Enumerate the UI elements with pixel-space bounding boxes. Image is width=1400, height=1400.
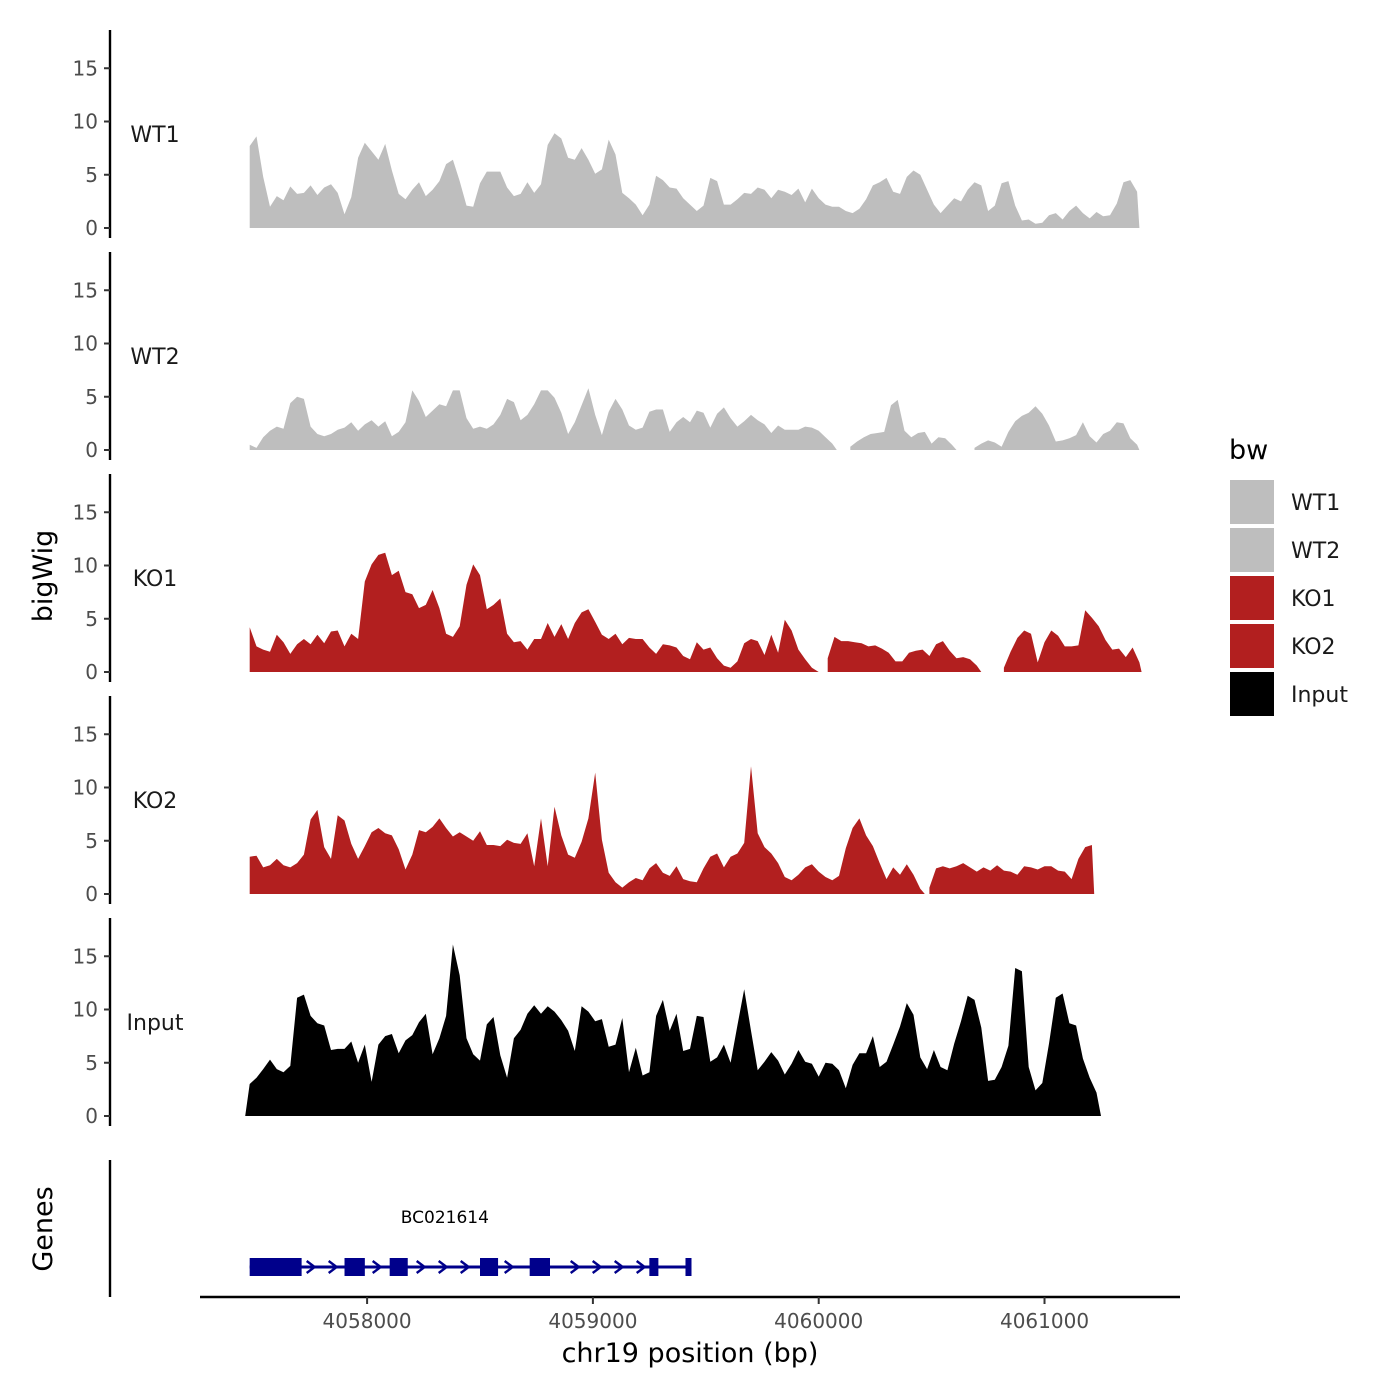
exon-block bbox=[249, 1258, 302, 1276]
y-tick-label: 0 bbox=[85, 882, 98, 906]
track-ko1: 0 5 10 15 KO1 bbox=[73, 474, 1142, 684]
y-tick-label: 0 bbox=[85, 216, 98, 240]
legend-swatch-wt2 bbox=[1230, 528, 1274, 572]
legend-swatch-ko2 bbox=[1230, 624, 1274, 668]
legend-label-wt1: WT1 bbox=[1291, 491, 1340, 516]
y-tick-label: 10 bbox=[73, 554, 98, 578]
y-tick-label: 5 bbox=[85, 1051, 98, 1075]
area-wt2 bbox=[249, 388, 1140, 450]
y-tick-label: 10 bbox=[73, 332, 98, 356]
exon-block bbox=[685, 1258, 690, 1276]
y-tick-label: 10 bbox=[73, 776, 98, 800]
legend-label-ko1: KO1 bbox=[1291, 587, 1336, 612]
track-label: KO2 bbox=[133, 789, 178, 814]
gene-name-label: BC021614 bbox=[401, 1208, 489, 1228]
legend-label-wt2: WT2 bbox=[1291, 539, 1340, 564]
x-tick-label: 4058000 bbox=[323, 1309, 412, 1333]
y-tick-label: 5 bbox=[85, 607, 98, 631]
y-tick-label: 0 bbox=[85, 438, 98, 462]
y-tick-label: 10 bbox=[73, 110, 98, 134]
legend: bw WT1 WT2 KO1 KO2 Input bbox=[1229, 435, 1348, 716]
y-tick-label: 5 bbox=[85, 829, 98, 853]
track-wt2: 0 5 10 15 WT2 bbox=[73, 252, 1140, 462]
strand-arrow bbox=[503, 1260, 515, 1274]
strand-arrow bbox=[613, 1260, 625, 1274]
strand-arrow bbox=[305, 1260, 317, 1274]
x-tick-label: 4059000 bbox=[548, 1309, 637, 1333]
strand-arrow bbox=[569, 1260, 581, 1274]
x-tick-label: 4060000 bbox=[774, 1309, 863, 1333]
y-tick-label: 0 bbox=[85, 1104, 98, 1128]
legend-swatch-ko1 bbox=[1230, 576, 1274, 620]
legend-swatch-wt1 bbox=[1230, 480, 1274, 524]
x-tick-label: 4061000 bbox=[1000, 1309, 1089, 1333]
track-label: Input bbox=[127, 1011, 184, 1036]
area-ko2 bbox=[249, 766, 1095, 894]
exon-block bbox=[480, 1258, 499, 1276]
y-tick-label: 5 bbox=[85, 385, 98, 409]
y-tick-label: 15 bbox=[73, 722, 98, 746]
legend-swatch-input bbox=[1230, 672, 1274, 716]
track-label: KO1 bbox=[133, 567, 178, 592]
x-axis-title: chr19 position (bp) bbox=[562, 1338, 819, 1369]
legend-label-ko2: KO2 bbox=[1291, 635, 1336, 660]
strand-arrow bbox=[459, 1260, 471, 1274]
y-tick-label: 15 bbox=[73, 500, 98, 524]
exon-block bbox=[529, 1258, 550, 1276]
area-ko1 bbox=[249, 552, 1142, 672]
strand-arrow bbox=[327, 1260, 339, 1274]
exon-block bbox=[344, 1258, 365, 1276]
area-input bbox=[245, 944, 1101, 1116]
gene-panel: BC021614 bbox=[108, 1160, 692, 1297]
y-tick-label: 0 bbox=[85, 660, 98, 684]
y-axis-title: bigWig bbox=[28, 530, 59, 623]
strand-arrow bbox=[415, 1260, 427, 1274]
genes-axis-title: Genes bbox=[28, 1186, 59, 1271]
legend-title: bw bbox=[1229, 435, 1268, 466]
track-wt1: 0 5 10 15 WT1 bbox=[73, 30, 1140, 240]
exon-block bbox=[389, 1258, 408, 1276]
strand-arrow bbox=[371, 1260, 383, 1274]
y-tick-label: 15 bbox=[73, 56, 98, 80]
legend-label-input: Input bbox=[1291, 683, 1348, 708]
track-ko2: 0 5 10 15 KO2 bbox=[73, 696, 1095, 906]
strand-arrow bbox=[437, 1260, 449, 1274]
y-tick-label: 15 bbox=[73, 278, 98, 302]
y-tick-label: 5 bbox=[85, 163, 98, 187]
area-wt1 bbox=[249, 133, 1140, 228]
strand-arrow bbox=[591, 1260, 603, 1274]
exon-block bbox=[649, 1258, 659, 1276]
y-tick-label: 10 bbox=[73, 998, 98, 1022]
track-input: 0 5 10 15 Input bbox=[73, 918, 1101, 1128]
track-panels: 0 5 10 15 WT1 0 5 10 15 WT2 0 5 10 15 KO1 0 5 10 15 KO2 0 5 10… bbox=[73, 30, 1142, 1128]
y-tick-label: 15 bbox=[73, 944, 98, 968]
track-label: WT1 bbox=[130, 123, 179, 148]
track-label: WT2 bbox=[130, 345, 179, 370]
strand-arrow bbox=[635, 1260, 647, 1274]
x-axis: 4058000 4059000 4060000 4061000 bbox=[200, 1295, 1180, 1333]
